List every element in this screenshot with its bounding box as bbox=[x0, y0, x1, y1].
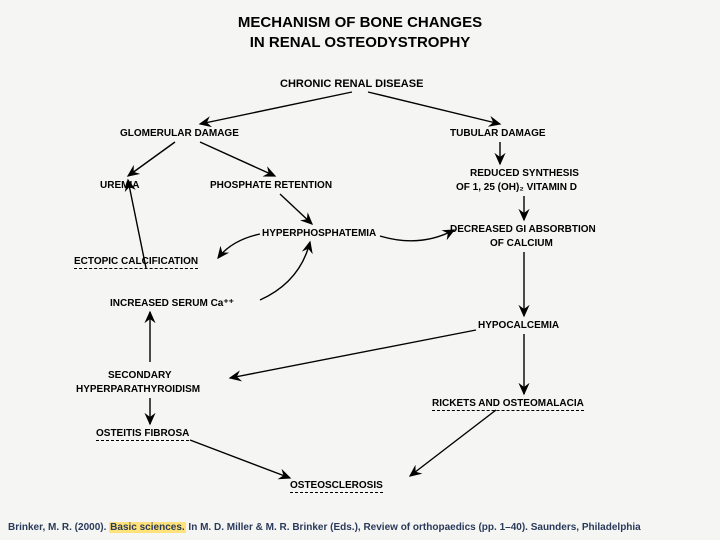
node-hyperphos: HYPERPHOSPHATEMIA bbox=[262, 228, 376, 239]
node-decgi2: OF CALCIUM bbox=[490, 238, 553, 249]
arrow-2 bbox=[128, 142, 175, 176]
node-decgi1: DECREASED GI ABSORBTION bbox=[450, 224, 596, 235]
node-phosret: PHOSPHATE RETENTION bbox=[210, 180, 332, 191]
node-osteitis: OSTEITIS FIBROSA bbox=[96, 428, 189, 439]
node-chronic: CHRONIC RENAL DISEASE bbox=[280, 78, 423, 90]
arrow-0 bbox=[200, 92, 352, 124]
arrow-9 bbox=[380, 230, 454, 241]
node-osteoscl: OSTEOSCLEROSIS bbox=[290, 480, 383, 491]
arrow-3 bbox=[200, 142, 275, 176]
citation-highlight: Basic sciences. bbox=[109, 522, 186, 533]
diagram-title-line2: IN RENAL OSTEODYSTROPHY bbox=[0, 34, 720, 51]
arrow-11 bbox=[260, 242, 310, 300]
arrow-14 bbox=[230, 330, 476, 378]
node-rickets: RICKETS AND OSTEOMALACIA bbox=[432, 398, 584, 409]
node-uremia: UREMIA bbox=[100, 180, 139, 191]
node-glom: GLOMERULAR DAMAGE bbox=[120, 128, 239, 139]
arrow-10 bbox=[218, 234, 260, 258]
node-ectopic: ECTOPIC CALCIFICATION bbox=[74, 256, 198, 267]
arrow-16 bbox=[410, 410, 496, 476]
arrow-1 bbox=[368, 92, 500, 124]
arrow-12 bbox=[128, 180, 146, 268]
arrow-17 bbox=[190, 440, 290, 478]
node-sec1: SECONDARY bbox=[108, 370, 172, 381]
node-hypocal: HYPOCALCEMIA bbox=[478, 320, 559, 331]
arrow-4 bbox=[280, 194, 312, 224]
node-sec2: HYPERPARATHYROIDISM bbox=[76, 384, 200, 395]
node-redsyn2: OF 1, 25 (OH)₂ VITAMIN D bbox=[456, 182, 577, 193]
node-redsyn1: REDUCED SYNTHESIS bbox=[470, 168, 579, 179]
citation-text: Brinker, M. R. (2000). Basic sciences. I… bbox=[8, 522, 712, 534]
citation-post: In M. D. Miller & M. R. Brinker (Eds.), … bbox=[186, 522, 641, 533]
node-tubular: TUBULAR DAMAGE bbox=[450, 128, 546, 139]
diagram-title-line1: MECHANISM OF BONE CHANGES bbox=[0, 14, 720, 31]
node-incser: INCREASED SERUM Ca⁺⁺ bbox=[110, 298, 234, 309]
citation-pre: Brinker, M. R. (2000). bbox=[8, 522, 109, 533]
